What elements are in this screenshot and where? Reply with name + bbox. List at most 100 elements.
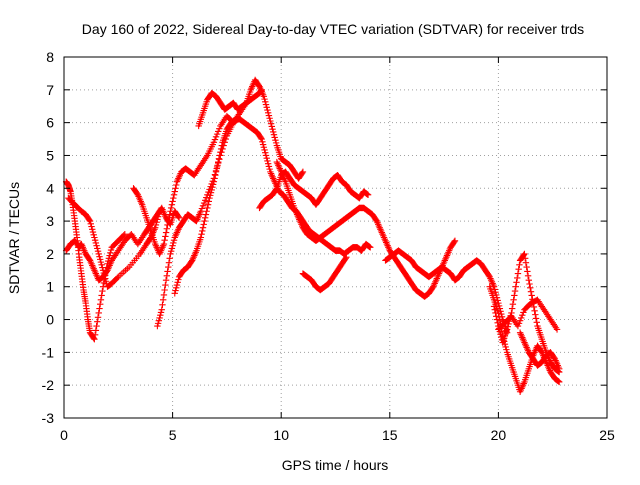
data-point-interp [94, 245, 101, 252]
data-point-interp [259, 141, 267, 148]
x-tick-label: 5 [169, 427, 177, 443]
data-point-interp [99, 264, 106, 271]
data-point [95, 309, 102, 317]
data-point-interp [266, 165, 273, 173]
data-point-interp [94, 314, 102, 321]
data-point-interp [204, 201, 212, 208]
data-point [206, 194, 213, 202]
data-point-interp [200, 221, 207, 228]
data-point-interp [175, 276, 182, 283]
y-tick-label: 7 [46, 82, 54, 98]
data-point-interp [174, 279, 181, 286]
data-point-interp [91, 237, 99, 244]
data-point-interp [162, 229, 170, 236]
series-track-15 [516, 329, 563, 372]
data-point-interp [215, 155, 223, 162]
data-point-interp [267, 117, 274, 125]
data-point [91, 234, 98, 241]
y-tick-label: -1 [42, 344, 55, 360]
data-point-interp [101, 272, 108, 279]
series-track-6 [171, 116, 374, 297]
data-point-interp [167, 208, 174, 215]
series-track-7 [195, 86, 265, 130]
data-point [171, 290, 178, 297]
data-point-interp [521, 255, 529, 262]
data-point-interp [198, 205, 206, 212]
data-point-interp [493, 316, 501, 323]
data-point [556, 365, 563, 372]
y-tick-label: 6 [46, 115, 54, 131]
data-point-interp [90, 231, 97, 238]
data-point-interp [211, 136, 219, 143]
data-point-interp [100, 269, 108, 277]
data-point-interp [494, 319, 501, 327]
data-point-interp [524, 268, 531, 275]
data-point-interp [166, 211, 173, 218]
data-point-interp [532, 311, 539, 318]
data-point-interp [215, 128, 222, 135]
data-point [210, 178, 218, 185]
data-point-interp [509, 301, 517, 308]
y-tick-label: -2 [42, 377, 55, 393]
data-point-interp [157, 311, 164, 319]
data-point-interp [207, 189, 215, 196]
data-point-interp [170, 239, 177, 247]
data-point [104, 260, 111, 267]
data-point-interp [161, 286, 168, 294]
data-point-interp [93, 322, 100, 330]
data-point [451, 237, 459, 244]
data-point-interp [298, 169, 306, 177]
data-point-interp [264, 160, 272, 167]
data-point-interp [498, 333, 505, 341]
data-point [269, 126, 276, 133]
data-point-interp [218, 142, 226, 149]
data-point [154, 322, 161, 330]
data-point-interp [217, 148, 224, 156]
data-point [165, 217, 172, 225]
data-point-interp [270, 128, 277, 136]
data-point-interp [173, 181, 180, 189]
data-point-interp [94, 247, 102, 255]
data-point [521, 250, 528, 258]
x-tick-label: 20 [491, 427, 507, 443]
series-track-14 [495, 296, 561, 333]
data-point-interp [107, 246, 115, 254]
data-point-interp [199, 202, 207, 209]
data-point-interp [523, 263, 530, 271]
data-point-interp [266, 115, 273, 122]
y-tick-label: 0 [46, 312, 54, 328]
data-point-interp [199, 224, 207, 231]
data-point-interp [213, 130, 221, 138]
series-track-9 [273, 158, 459, 300]
data-layer [62, 76, 563, 395]
data-point-interp [97, 258, 105, 266]
data-point-interp [155, 317, 163, 324]
data-point-interp [172, 185, 179, 192]
x-axis-label: GPS time / hours [282, 457, 389, 473]
data-point-interp [537, 348, 545, 355]
data-point-interp [200, 199, 208, 207]
data-point [262, 152, 270, 159]
data-point-interp [259, 138, 266, 145]
data-point-interp [98, 261, 105, 269]
data-point-interp [493, 313, 500, 320]
data-point-interp [89, 226, 96, 233]
data-point-interp [504, 323, 512, 330]
data-point-interp [272, 136, 279, 144]
chart-title: Day 160 of 2022, Sidereal Day-to-day VTE… [82, 21, 584, 37]
data-point [215, 158, 222, 166]
data-point-interp [515, 320, 523, 327]
data-point-interp [268, 123, 275, 130]
x-tick-label: 15 [382, 427, 398, 443]
data-point-interp [168, 201, 176, 208]
data-point-interp [211, 175, 218, 182]
data-point [260, 93, 268, 100]
data-point-interp [202, 211, 210, 218]
data-point-interp [154, 216, 161, 223]
data-point [86, 217, 94, 225]
data-point-interp [510, 296, 517, 304]
data-point-interp [519, 311, 526, 319]
data-point [553, 326, 561, 333]
data-point-interp [527, 288, 535, 295]
data-point-interp [97, 256, 104, 263]
